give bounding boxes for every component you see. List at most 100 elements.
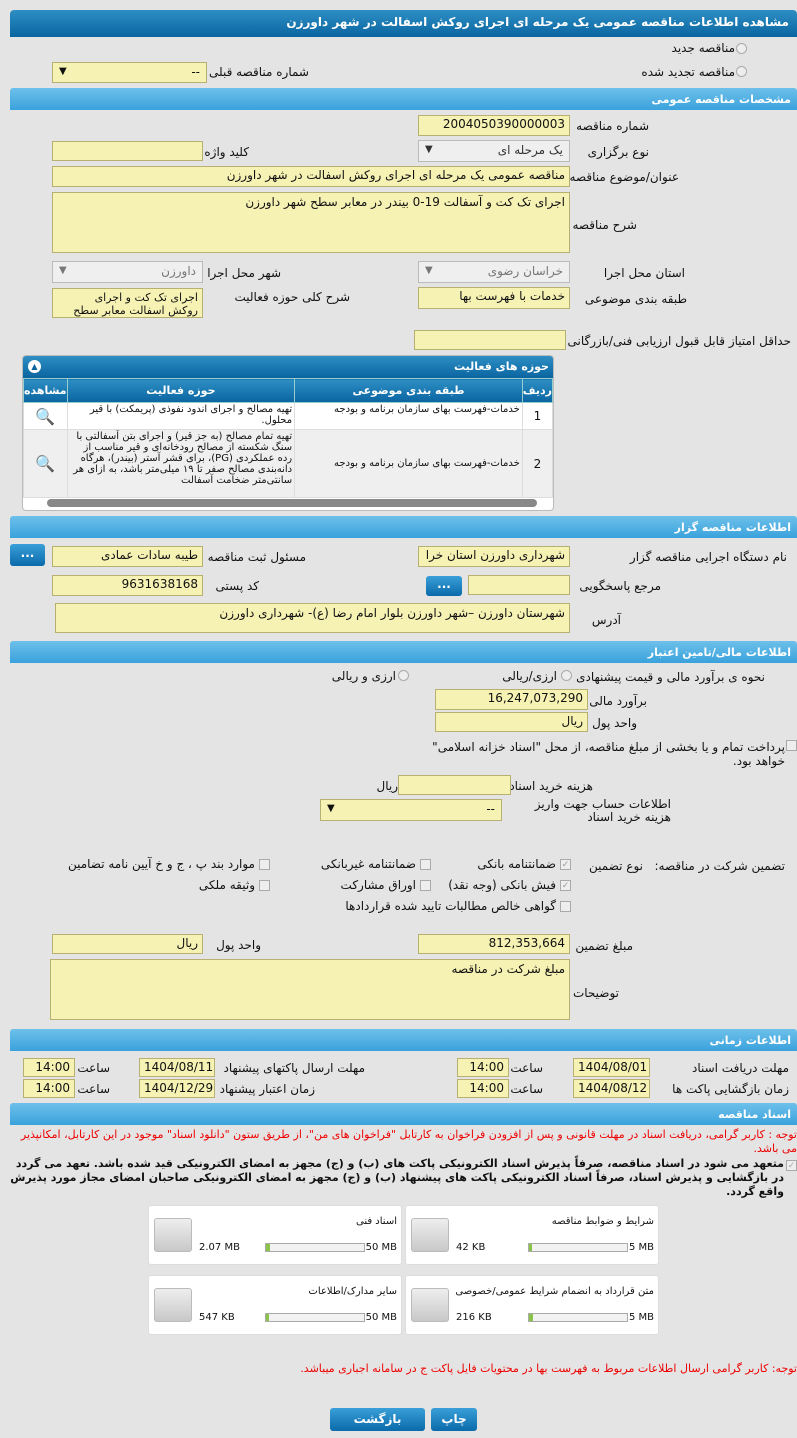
chevron-down-icon: ▼ [327, 803, 335, 814]
chevron-down-icon: ▼ [425, 144, 433, 155]
send-time-field[interactable]: 14:00 [23, 1058, 75, 1077]
chevron-down-icon: ▼ [425, 265, 433, 276]
file-name: سایر مدارک/اطلاعات [308, 1286, 397, 1297]
holding-select[interactable]: یک مرحله ای ▼ [418, 140, 570, 162]
document-file[interactable]: متن قرارداد به انضمام شرایط عمومی/خصوصی … [405, 1275, 659, 1335]
file-size-bar [528, 1243, 628, 1252]
category-field[interactable]: خدمات با فهرست بها [418, 287, 570, 309]
folder-icon [154, 1218, 192, 1252]
horizontal-scrollbar[interactable] [47, 499, 537, 507]
guarantee-option-label: ضمانتنامه بانکی [477, 857, 556, 871]
file-size: 216 KB [456, 1312, 492, 1323]
open-date-field[interactable]: 1404/08/12 [573, 1079, 650, 1098]
section-organizer: اطلاعات مناقصه گزار [10, 516, 797, 538]
description-textarea[interactable]: اجرای تک کت و آسفالت 19-0 بیندر در معابر… [52, 192, 570, 253]
view-magnifier-icon[interactable]: 🔍 [23, 402, 68, 430]
activities-header: حوزه های فعالیت ▲ [23, 356, 553, 378]
row-category: خدمات-فهرست بهای سازمان برنامه و بودجه [294, 429, 523, 498]
collapse-icon[interactable]: ▲ [28, 360, 41, 373]
currency-field[interactable]: ریال [435, 712, 588, 732]
notes-textarea[interactable]: مبلغ شرکت در مناقصه [50, 959, 570, 1020]
select-responsible-button[interactable]: ... [10, 544, 45, 566]
label-doc-cost: هزینه خرید اسناد [509, 779, 593, 793]
section-timing: اطلاعات زمانی [10, 1029, 797, 1051]
radio-currency-rial[interactable] [561, 670, 572, 681]
scope-textarea[interactable]: اجرای تک کت و اجرای روکش اسفالت معابر سط… [52, 288, 203, 318]
label-doc-recv: مهلت دریافت اسناد [691, 1061, 789, 1075]
file-max: 50 MB [365, 1242, 397, 1253]
responsible-field[interactable]: طیبه سادات عمادی [52, 546, 203, 567]
min-score-field[interactable] [414, 330, 566, 350]
guarantee-checkbox[interactable] [420, 880, 431, 891]
file-name: اسناد فنی [356, 1216, 397, 1227]
label-subject: عنوان/موضوع مناقصه [569, 170, 679, 184]
radio-new-tender[interactable] [736, 43, 747, 54]
row-activity: تهیه تمام مصالح (به جز قیر) و اجرای بتن … [66, 429, 296, 498]
valid-time-field[interactable]: 14:00 [23, 1079, 75, 1098]
guarantee-checkbox[interactable] [560, 901, 571, 912]
send-date-field[interactable]: 1404/08/11 [139, 1058, 215, 1077]
valid-date-field[interactable]: 1404/12/29 [139, 1079, 215, 1098]
guarantee-checkbox[interactable]: ✓ [560, 859, 571, 870]
guarantee-checkbox[interactable] [420, 859, 431, 870]
prev-tender-select[interactable]: -- ▼ [52, 62, 207, 83]
file-size: 2.07 MB [199, 1242, 240, 1253]
commit-checkbox[interactable]: ✓ [786, 1160, 797, 1171]
guarantee-amount-field[interactable]: 812,353,664 [418, 934, 570, 954]
back-button[interactable]: بازگشت [330, 1408, 425, 1431]
file-max: 5 MB [628, 1312, 654, 1323]
doc-cost-field[interactable] [398, 775, 511, 795]
document-file[interactable]: شرایط و ضوابط مناقصه 42 KB 5 MB [405, 1205, 659, 1265]
guarantee-option-label: ضمانتنامه غیربانکی [320, 857, 416, 871]
guarantee-checkbox[interactable] [259, 859, 270, 870]
print-button[interactable]: چاپ [431, 1408, 477, 1431]
doc-receive-time-field[interactable]: 14:00 [457, 1058, 509, 1077]
address-textarea[interactable]: شهرستان داورزن –شهر داورزن بلوار امام رض… [55, 603, 570, 633]
city-select[interactable]: داورزن ▼ [52, 261, 203, 283]
organization-field[interactable]: شهرداری داورزن استان خرا [418, 546, 570, 567]
label-guarantee: تضمین شرکت در مناقصه: [654, 859, 785, 873]
province-value: خراسان رضوی [487, 264, 563, 278]
activities-title: حوزه های فعالیت [454, 360, 549, 373]
open-time-field[interactable]: 14:00 [457, 1079, 509, 1098]
label-account: اطلاعات حساب جهت واریز هزینه خرید اسناد [534, 797, 671, 824]
file-size-bar [265, 1243, 365, 1252]
prev-value: -- [191, 65, 200, 79]
radio-renewed-tender[interactable] [736, 66, 747, 77]
radio-currency-and-rial[interactable] [398, 670, 409, 681]
view-magnifier-icon[interactable]: 🔍 [23, 429, 68, 498]
reference-field[interactable] [468, 575, 570, 595]
label-category: طبقه بندی موضوعی [584, 292, 687, 306]
col-view: مشاهده [23, 378, 68, 403]
commit-text: متعهد می شود در اسناد مناقصه، صرفاً پذیر… [10, 1157, 784, 1198]
activities-panel: حوزه های فعالیت ▲ ردیف طبقه بندی موضوعی حو… [22, 355, 554, 511]
label-keyword: کلید واژه [204, 145, 249, 159]
label-time: ساعت [77, 1082, 110, 1096]
doc-receive-date-field[interactable]: 1404/08/01 [573, 1058, 650, 1077]
file-size-bar [528, 1313, 628, 1322]
province-select[interactable]: خراسان رضوی ▼ [418, 261, 570, 283]
document-file[interactable]: سایر مدارک/اطلاعات 547 KB 50 MB [148, 1275, 402, 1335]
file-name: شرایط و ضوابط مناقصه [551, 1216, 654, 1227]
tender-number-field[interactable]: 2004050390000003 [418, 115, 570, 136]
guarantee-option-label: فیش بانکی (وجه نقد) [448, 878, 556, 892]
folder-icon [154, 1288, 192, 1322]
label-opt1: ارزی/ریالی [502, 669, 557, 683]
label-scope: شرح کلی حوزه فعالیت [234, 290, 351, 304]
row-number: 2 [521, 429, 553, 498]
subject-field[interactable]: مناقصه عمومی یک مرحله ای اجرای روکش اسفا… [52, 166, 570, 187]
keyword-field[interactable] [52, 141, 203, 161]
price-list-note: توجه: کاربر گرامی ارسال اطلاعات مربوط به… [300, 1362, 797, 1375]
estimate-field[interactable]: 16,247,073,290 [435, 689, 588, 710]
chevron-down-icon: ▼ [59, 66, 67, 77]
treasury-checkbox[interactable] [786, 740, 797, 751]
guarantee-currency-field[interactable]: ریال [52, 934, 203, 954]
guarantee-checkbox[interactable] [259, 880, 270, 891]
postal-code-field[interactable]: 9631638168 [52, 575, 203, 596]
select-reference-button[interactable]: ... [426, 576, 462, 596]
document-file[interactable]: اسناد فنی 2.07 MB 50 MB [148, 1205, 402, 1265]
guarantee-checkbox[interactable]: ✓ [560, 880, 571, 891]
label-opt2: ارزی و ریالی [331, 669, 396, 683]
page-title: مشاهده اطلاعات مناقصه عمومی یک مرحله ای … [10, 10, 797, 37]
account-select[interactable]: -- ▼ [320, 799, 502, 821]
